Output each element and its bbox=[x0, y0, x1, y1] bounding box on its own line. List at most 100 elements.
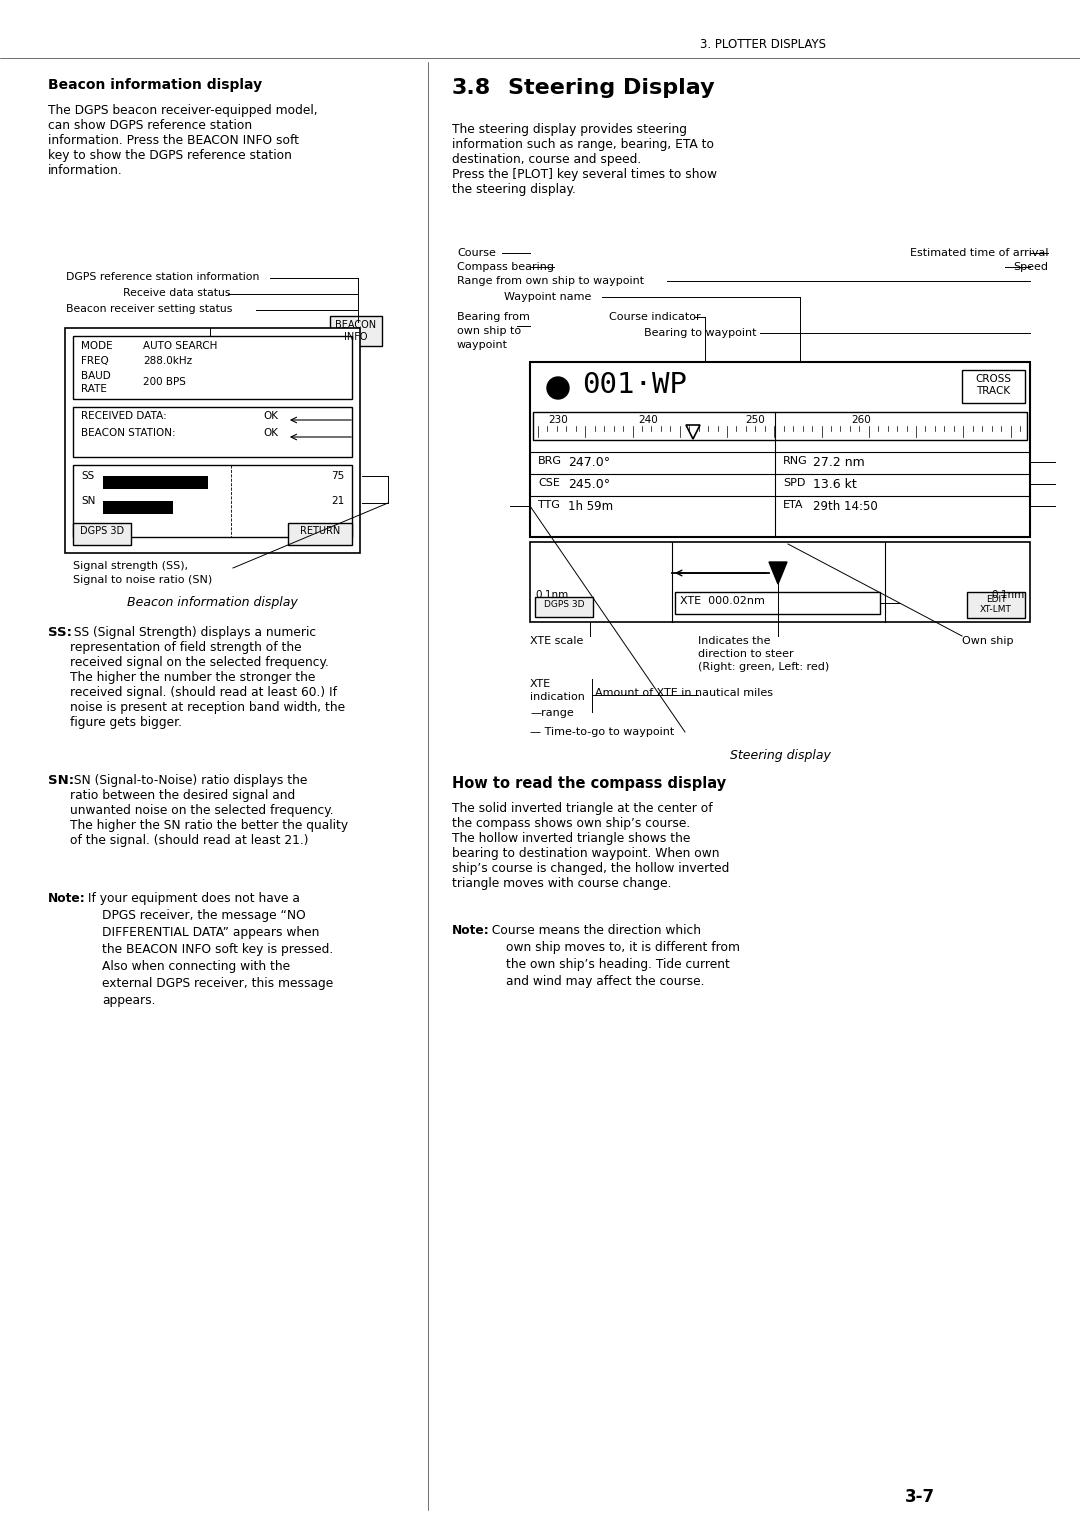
Text: Steering display: Steering display bbox=[730, 749, 831, 762]
Text: CSE: CSE bbox=[538, 478, 559, 487]
Text: 230: 230 bbox=[548, 416, 568, 425]
Text: Bearing to waypoint: Bearing to waypoint bbox=[644, 329, 756, 338]
Text: DPGS receiver, the message “NO: DPGS receiver, the message “NO bbox=[102, 909, 306, 921]
Text: Course indicator: Course indicator bbox=[609, 312, 701, 322]
Text: MODE: MODE bbox=[81, 341, 112, 351]
Text: RNG: RNG bbox=[783, 455, 808, 466]
Circle shape bbox=[546, 377, 569, 399]
Bar bbox=[330, 316, 382, 345]
Text: DGPS 3D: DGPS 3D bbox=[80, 526, 124, 536]
Text: Receive data status: Receive data status bbox=[123, 287, 230, 298]
Bar bbox=[65, 329, 360, 553]
Text: SN:: SN: bbox=[48, 775, 75, 787]
Bar bbox=[962, 370, 1025, 403]
Text: the own ship’s heading. Tide current: the own ship’s heading. Tide current bbox=[507, 958, 730, 970]
Text: AUTO SEARCH: AUTO SEARCH bbox=[143, 341, 217, 351]
Text: external DGPS receiver, this message: external DGPS receiver, this message bbox=[102, 976, 334, 990]
Text: direction to steer: direction to steer bbox=[698, 649, 794, 659]
Text: BEACON STATION:: BEACON STATION: bbox=[81, 428, 176, 439]
Text: Indicates the: Indicates the bbox=[698, 636, 770, 646]
Text: SS:: SS: bbox=[48, 626, 72, 639]
Text: 288.0kHz: 288.0kHz bbox=[143, 356, 192, 367]
Text: SN (Signal-to-Noise) ratio displays the
ratio between the desired signal and
unw: SN (Signal-to-Noise) ratio displays the … bbox=[70, 775, 348, 847]
Text: Waypoint name: Waypoint name bbox=[504, 292, 592, 303]
Text: 240: 240 bbox=[638, 416, 658, 425]
Bar bbox=[103, 477, 208, 489]
Text: Compass bearing: Compass bearing bbox=[457, 261, 554, 272]
Text: OK: OK bbox=[264, 411, 278, 422]
Text: BEACON
INFO: BEACON INFO bbox=[336, 319, 377, 342]
Text: How to read the compass display: How to read the compass display bbox=[453, 776, 726, 792]
Text: Amount of XTE in nautical miles: Amount of XTE in nautical miles bbox=[595, 688, 773, 698]
Bar bbox=[73, 336, 352, 399]
Text: Speed: Speed bbox=[1013, 261, 1048, 272]
Text: 21: 21 bbox=[330, 497, 345, 506]
Text: 27.2 nm: 27.2 nm bbox=[813, 455, 865, 469]
Text: own ship to: own ship to bbox=[457, 325, 522, 336]
Text: Signal to noise ratio (SN): Signal to noise ratio (SN) bbox=[73, 575, 213, 585]
Text: BRG: BRG bbox=[538, 455, 562, 466]
Text: 29th 14:50: 29th 14:50 bbox=[813, 500, 878, 513]
Text: Steering Display: Steering Display bbox=[508, 78, 715, 98]
Text: RETURN: RETURN bbox=[300, 526, 340, 536]
Text: The DGPS beacon receiver-equipped model,
can show DGPS reference station
informa: The DGPS beacon receiver-equipped model,… bbox=[48, 104, 318, 177]
Bar bbox=[675, 591, 880, 614]
Bar bbox=[73, 523, 131, 545]
Bar bbox=[530, 542, 1030, 622]
Text: ETA: ETA bbox=[783, 500, 804, 510]
Text: 3.8: 3.8 bbox=[453, 78, 491, 98]
Text: Note:: Note: bbox=[453, 924, 489, 937]
Bar bbox=[535, 597, 593, 617]
Text: FREQ: FREQ bbox=[81, 356, 109, 367]
Text: (Right: green, Left: red): (Right: green, Left: red) bbox=[698, 662, 829, 672]
Text: 3. PLOTTER DISPLAYS: 3. PLOTTER DISPLAYS bbox=[700, 38, 826, 50]
Text: XTE  000.02nm: XTE 000.02nm bbox=[680, 596, 765, 607]
Text: BAUD: BAUD bbox=[81, 371, 111, 380]
Text: Own ship: Own ship bbox=[962, 636, 1013, 646]
Text: 13.6 kt: 13.6 kt bbox=[813, 478, 856, 490]
Text: The solid inverted triangle at the center of
the compass shows own ship’s course: The solid inverted triangle at the cente… bbox=[453, 802, 729, 889]
Text: Signal strength (SS),: Signal strength (SS), bbox=[73, 561, 188, 571]
Text: Also when connecting with the: Also when connecting with the bbox=[102, 960, 291, 973]
Bar bbox=[534, 413, 1027, 440]
Text: EDIT
XT-LMT: EDIT XT-LMT bbox=[980, 594, 1012, 614]
Bar bbox=[103, 501, 173, 513]
Text: the BEACON INFO soft key is pressed.: the BEACON INFO soft key is pressed. bbox=[102, 943, 334, 957]
Text: 245.0°: 245.0° bbox=[568, 478, 610, 490]
Text: 250: 250 bbox=[745, 416, 765, 425]
Text: XTE: XTE bbox=[530, 678, 551, 689]
Text: 001·WP: 001·WP bbox=[582, 371, 687, 399]
Text: Note:: Note: bbox=[48, 892, 85, 905]
Bar bbox=[530, 362, 1030, 536]
Text: SN: SN bbox=[81, 497, 95, 506]
Text: own ship moves to, it is different from: own ship moves to, it is different from bbox=[507, 941, 740, 953]
Bar bbox=[967, 591, 1025, 617]
Text: Beacon information display: Beacon information display bbox=[126, 596, 297, 610]
Text: indication: indication bbox=[530, 692, 585, 701]
Text: Range from own ship to waypoint: Range from own ship to waypoint bbox=[457, 277, 644, 286]
Text: SS (Signal Strength) displays a numeric
representation of field strength of the
: SS (Signal Strength) displays a numeric … bbox=[70, 626, 346, 729]
Text: Beacon receiver setting status: Beacon receiver setting status bbox=[66, 304, 232, 313]
Bar bbox=[288, 523, 352, 545]
Text: Course: Course bbox=[457, 248, 496, 258]
Text: DIFFERENTIAL DATA” appears when: DIFFERENTIAL DATA” appears when bbox=[102, 926, 320, 940]
Text: TTG: TTG bbox=[538, 500, 559, 510]
Text: Beacon information display: Beacon information display bbox=[48, 78, 262, 92]
Text: and wind may affect the course.: and wind may affect the course. bbox=[507, 975, 704, 989]
Bar bbox=[73, 465, 352, 536]
Text: — Time-to-go to waypoint: — Time-to-go to waypoint bbox=[530, 727, 674, 736]
Text: Bearing from: Bearing from bbox=[457, 312, 530, 322]
Text: XTE scale: XTE scale bbox=[530, 636, 583, 646]
Text: 1h 59m: 1h 59m bbox=[568, 500, 613, 513]
Text: CROSS
TRACK: CROSS TRACK bbox=[975, 374, 1011, 396]
Text: DGPS reference station information: DGPS reference station information bbox=[66, 272, 259, 283]
Bar bbox=[73, 406, 352, 457]
Text: If your equipment does not have a: If your equipment does not have a bbox=[84, 892, 300, 905]
Text: 260: 260 bbox=[851, 416, 870, 425]
Text: The steering display provides steering
information such as range, bearing, ETA t: The steering display provides steering i… bbox=[453, 122, 717, 196]
Text: RECEIVED DATA:: RECEIVED DATA: bbox=[81, 411, 166, 422]
Text: 0.1nm: 0.1nm bbox=[535, 590, 568, 601]
Text: waypoint: waypoint bbox=[457, 341, 508, 350]
Text: 3-7: 3-7 bbox=[905, 1488, 935, 1507]
Text: RATE: RATE bbox=[81, 384, 107, 394]
